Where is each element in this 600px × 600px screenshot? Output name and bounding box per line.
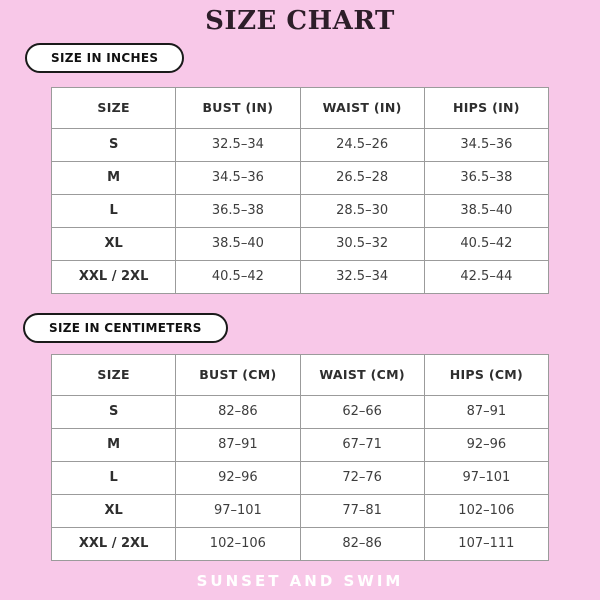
table-row: XL 97–101 77–81 102–106 (50, 493, 550, 528)
table-row: L 36.5–38 28.5–30 38.5–40 (50, 193, 550, 228)
size-in-inches-badge: SIZE IN INCHES (25, 42, 185, 73)
hips-cell: 107–111 (423, 526, 550, 561)
size-cell: M (50, 427, 177, 462)
table-row: S 32.5–34 24.5–26 34.5–36 (50, 127, 550, 162)
column-header-size: SIZE (50, 353, 177, 396)
page-title: SIZE CHART (205, 6, 395, 36)
hips-cell: 102–106 (423, 493, 550, 528)
waist-cell: 62–66 (299, 394, 425, 429)
waist-cell: 24.5–26 (299, 127, 425, 162)
size-cell: L (50, 193, 177, 228)
column-header-waist: WAIST (CM) (299, 353, 425, 396)
waist-cell: 26.5–28 (299, 160, 425, 195)
brand-name: SUNSET AND SWIM (196, 571, 404, 590)
table-row: M 34.5–36 26.5–28 36.5–38 (50, 160, 550, 195)
bust-cell: 38.5–40 (175, 226, 301, 261)
table-row: S 82–86 62–66 87–91 (50, 394, 550, 429)
table-row: M 87–91 67–71 92–96 (50, 427, 550, 462)
waist-cell: 72–76 (299, 460, 425, 495)
hips-cell: 38.5–40 (423, 193, 550, 228)
bust-cell: 87–91 (175, 427, 301, 462)
size-cell: XXL / 2XL (50, 259, 177, 294)
bust-cell: 97–101 (175, 493, 301, 528)
bust-cell: 40.5–42 (175, 259, 301, 294)
column-header-bust: BUST (IN) (175, 86, 301, 129)
inches-section-header: SIZE IN INCHES (25, 42, 600, 73)
hips-cell: 97–101 (423, 460, 550, 495)
hips-cell: 40.5–42 (423, 226, 550, 261)
column-header-hips: HIPS (IN) (423, 86, 550, 129)
waist-cell: 67–71 (299, 427, 425, 462)
table-row: L 92–96 72–76 97–101 (50, 460, 550, 495)
size-cell: XL (50, 226, 177, 261)
table-header-row: SIZE BUST (IN) WAIST (IN) HIPS (IN) (50, 86, 550, 129)
hips-cell: 42.5–44 (423, 259, 550, 294)
column-header-bust: BUST (CM) (175, 353, 301, 396)
table-row: XXL / 2XL 102–106 82–86 107–111 (50, 526, 550, 561)
waist-cell: 30.5–32 (299, 226, 425, 261)
waist-cell: 28.5–30 (299, 193, 425, 228)
table-header-row: SIZE BUST (CM) WAIST (CM) HIPS (CM) (50, 353, 550, 396)
waist-cell: 32.5–34 (299, 259, 425, 294)
table-row: XXL / 2XL 40.5–42 32.5–34 42.5–44 (50, 259, 550, 294)
bust-cell: 92–96 (175, 460, 301, 495)
size-cell: XL (50, 493, 177, 528)
hips-cell: 36.5–38 (423, 160, 550, 195)
inches-size-table: SIZE BUST (IN) WAIST (IN) HIPS (IN) S 32… (50, 86, 550, 294)
column-header-hips: HIPS (CM) (423, 353, 550, 396)
bust-cell: 36.5–38 (175, 193, 301, 228)
size-cell: S (50, 394, 177, 429)
size-cell: M (50, 160, 177, 195)
bust-cell: 102–106 (175, 526, 301, 561)
bust-cell: 32.5–34 (175, 127, 301, 162)
bust-cell: 82–86 (175, 394, 301, 429)
table-row: XL 38.5–40 30.5–32 40.5–42 (50, 226, 550, 261)
bust-cell: 34.5–36 (175, 160, 301, 195)
centimeters-section-header: SIZE IN CENTIMETERS (23, 312, 600, 343)
centimeters-size-table: SIZE BUST (CM) WAIST (CM) HIPS (CM) S 82… (50, 353, 550, 561)
hips-cell: 92–96 (423, 427, 550, 462)
waist-cell: 82–86 (299, 526, 425, 561)
column-header-waist: WAIST (IN) (299, 86, 425, 129)
size-in-centimeters-badge: SIZE IN CENTIMETERS (23, 312, 228, 343)
size-cell: S (50, 127, 177, 162)
column-header-size: SIZE (50, 86, 177, 129)
size-cell: XXL / 2XL (50, 526, 177, 561)
size-cell: L (50, 460, 177, 495)
waist-cell: 77–81 (299, 493, 425, 528)
hips-cell: 87–91 (423, 394, 550, 429)
hips-cell: 34.5–36 (423, 127, 550, 162)
